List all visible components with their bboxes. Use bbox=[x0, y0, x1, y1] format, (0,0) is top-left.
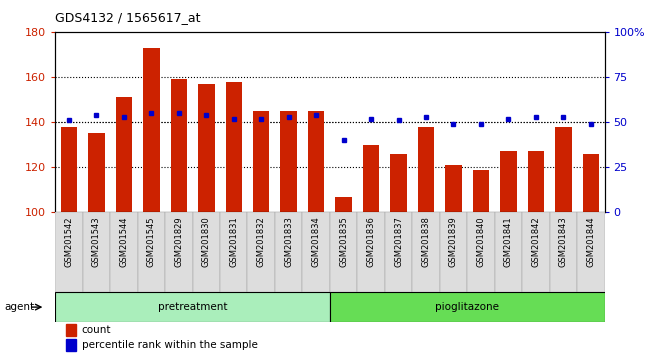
Text: GSM201830: GSM201830 bbox=[202, 216, 211, 267]
Bar bbox=[253, 111, 270, 212]
Bar bbox=[192, 212, 220, 292]
Text: GSM201545: GSM201545 bbox=[147, 216, 156, 267]
Bar bbox=[165, 212, 192, 292]
Bar bbox=[198, 84, 214, 212]
Bar bbox=[467, 212, 495, 292]
Bar bbox=[226, 81, 242, 212]
Bar bbox=[335, 196, 352, 212]
Text: pretreatment: pretreatment bbox=[158, 302, 227, 312]
Bar bbox=[582, 154, 599, 212]
Bar bbox=[358, 212, 385, 292]
Bar bbox=[500, 152, 517, 212]
Bar bbox=[248, 212, 275, 292]
Text: GSM201839: GSM201839 bbox=[449, 216, 458, 267]
Bar bbox=[550, 212, 577, 292]
Bar bbox=[83, 212, 110, 292]
Text: GSM201835: GSM201835 bbox=[339, 216, 348, 267]
Bar bbox=[390, 154, 407, 212]
Bar bbox=[439, 212, 467, 292]
Bar bbox=[473, 170, 489, 212]
Bar bbox=[55, 292, 330, 322]
Bar bbox=[60, 127, 77, 212]
Bar bbox=[66, 324, 76, 336]
Bar bbox=[363, 145, 380, 212]
Bar bbox=[220, 212, 248, 292]
Text: GSM201831: GSM201831 bbox=[229, 216, 239, 267]
Bar bbox=[577, 212, 605, 292]
Text: GSM201836: GSM201836 bbox=[367, 216, 376, 267]
Bar bbox=[522, 212, 550, 292]
Bar bbox=[66, 339, 76, 352]
Bar bbox=[412, 212, 439, 292]
Bar bbox=[280, 111, 297, 212]
Bar bbox=[170, 79, 187, 212]
Bar bbox=[330, 292, 604, 322]
Bar bbox=[302, 212, 330, 292]
Text: GSM201843: GSM201843 bbox=[559, 216, 568, 267]
Text: GSM201829: GSM201829 bbox=[174, 216, 183, 267]
Text: GSM201838: GSM201838 bbox=[421, 216, 430, 267]
Text: percentile rank within the sample: percentile rank within the sample bbox=[82, 341, 257, 350]
Text: agent: agent bbox=[5, 302, 34, 312]
Text: GDS4132 / 1565617_at: GDS4132 / 1565617_at bbox=[55, 11, 201, 24]
Text: GSM201834: GSM201834 bbox=[311, 216, 320, 267]
Bar bbox=[55, 212, 83, 292]
Text: pioglitazone: pioglitazone bbox=[436, 302, 499, 312]
Text: GSM201837: GSM201837 bbox=[394, 216, 403, 267]
Bar bbox=[138, 212, 165, 292]
Text: GSM201840: GSM201840 bbox=[476, 216, 486, 267]
Text: GSM201842: GSM201842 bbox=[531, 216, 540, 267]
Bar bbox=[528, 152, 544, 212]
Bar bbox=[555, 127, 571, 212]
Text: GSM201841: GSM201841 bbox=[504, 216, 513, 267]
Bar bbox=[111, 212, 138, 292]
Bar bbox=[385, 212, 412, 292]
Bar bbox=[116, 97, 132, 212]
Text: GSM201542: GSM201542 bbox=[64, 216, 73, 267]
Text: count: count bbox=[82, 325, 111, 336]
Bar bbox=[88, 133, 105, 212]
Bar bbox=[275, 212, 302, 292]
Text: GSM201832: GSM201832 bbox=[257, 216, 266, 267]
Bar bbox=[143, 48, 160, 212]
Text: GSM201544: GSM201544 bbox=[120, 216, 129, 267]
Bar bbox=[445, 165, 462, 212]
Text: GSM201844: GSM201844 bbox=[586, 216, 595, 267]
Bar bbox=[308, 111, 324, 212]
Text: GSM201833: GSM201833 bbox=[284, 216, 293, 267]
Bar bbox=[418, 127, 434, 212]
Text: GSM201543: GSM201543 bbox=[92, 216, 101, 267]
Bar bbox=[330, 212, 358, 292]
Bar bbox=[495, 212, 522, 292]
